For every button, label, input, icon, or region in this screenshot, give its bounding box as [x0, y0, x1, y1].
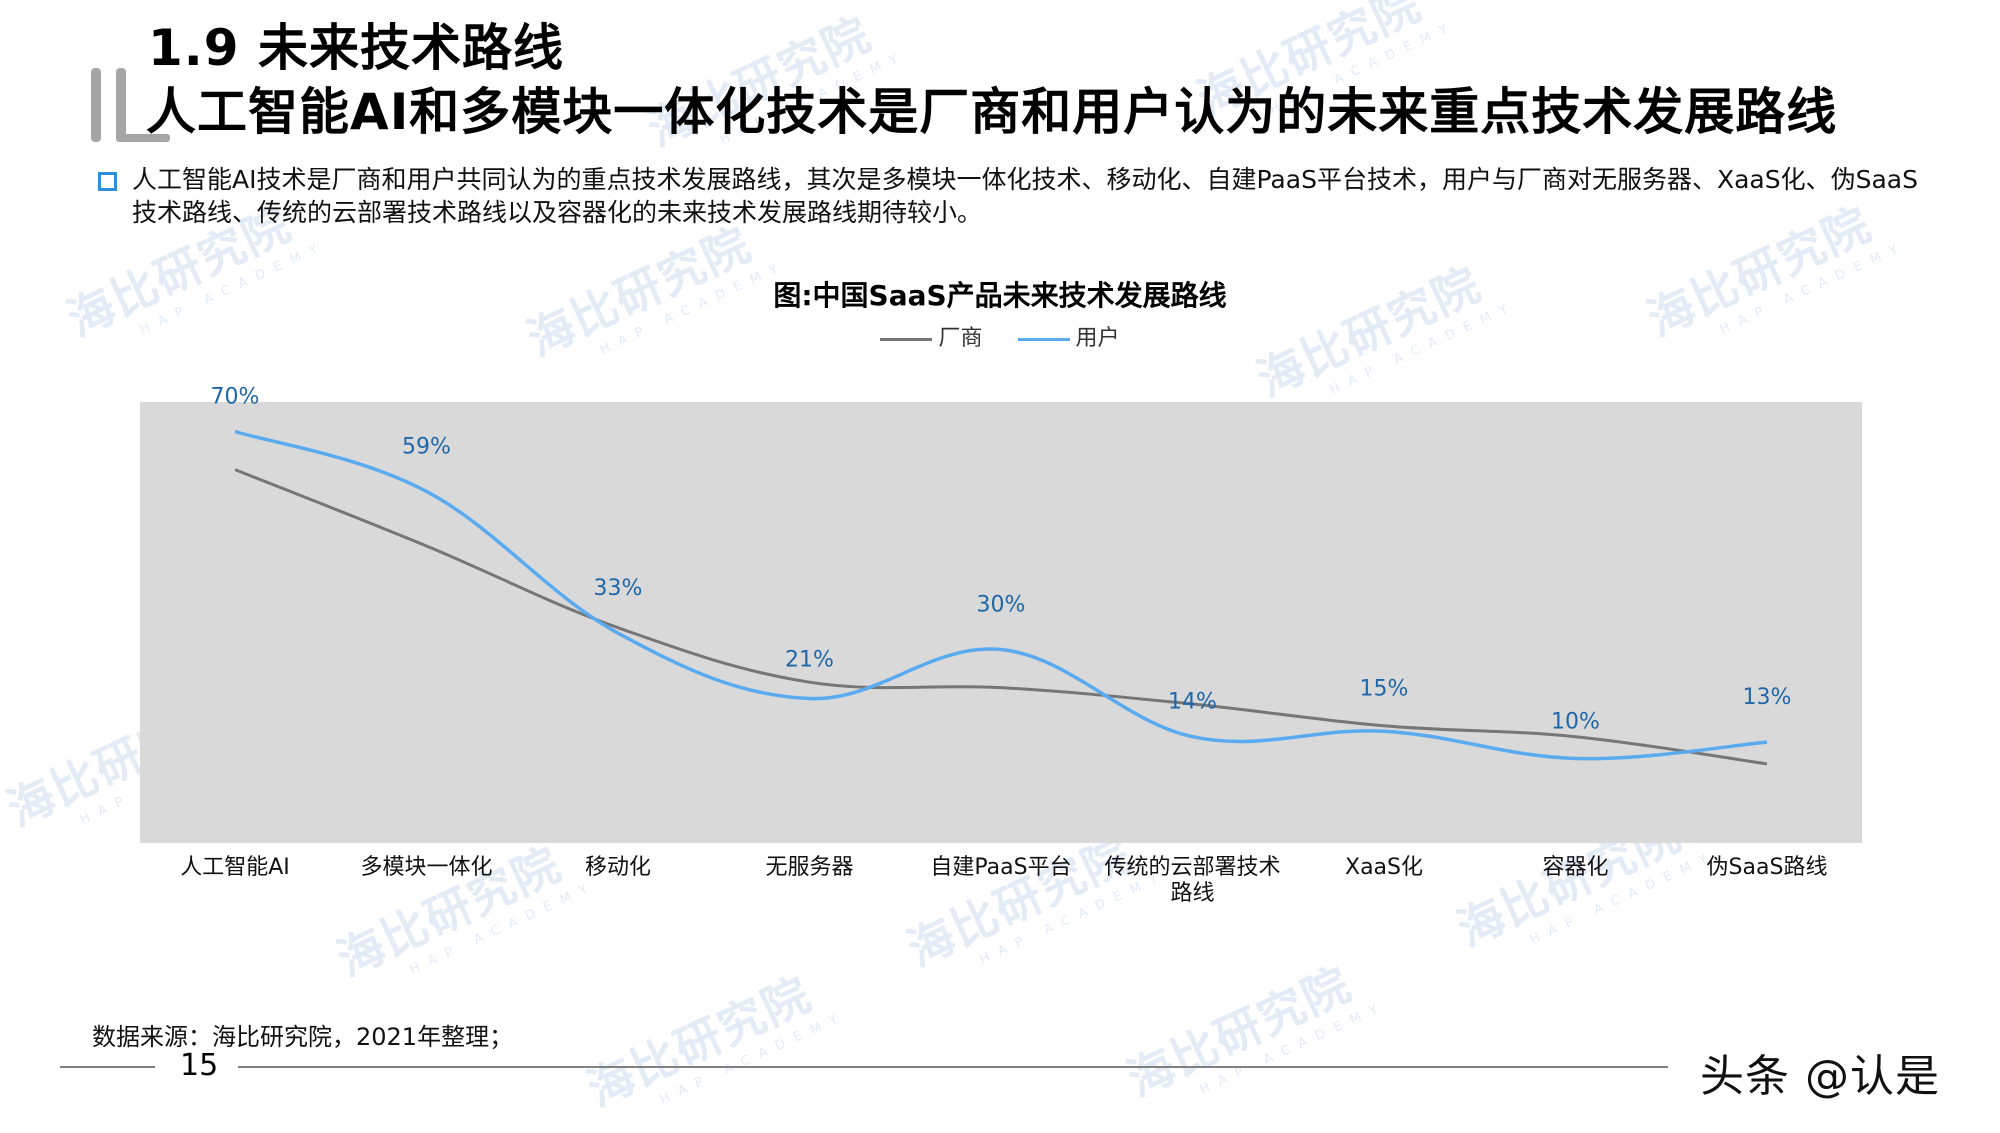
vendor-series-line	[234, 468, 1768, 766]
data-label: 14%	[1168, 690, 1217, 715]
x-axis-label: 多模块一体化	[360, 855, 493, 880]
data-source-note: 数据来源：海比研究院，2021年整理；	[92, 1023, 514, 1051]
x-axis-label: 容器化	[1542, 855, 1609, 880]
data-label: 15%	[1360, 676, 1409, 701]
legend-item-vendor: 厂商	[880, 320, 983, 352]
data-label: 30%	[977, 593, 1026, 618]
x-axis-label: 人工智能AI	[180, 855, 290, 880]
user-series-line	[234, 429, 1768, 761]
chart-legend: 厂商 用户	[0, 320, 2000, 352]
section-title: 1.9 未来技术路线	[148, 19, 564, 77]
legend-item-user: 用户	[1017, 320, 1120, 352]
footer-rule-left	[60, 1066, 155, 1068]
footer-rule-right	[238, 1066, 1668, 1068]
data-label: 70%	[211, 385, 260, 410]
legend-user-line-icon	[1017, 337, 1070, 341]
x-axis-label: 无服务器	[765, 855, 854, 880]
x-axis-label: 自建PaaS平台	[930, 855, 1072, 880]
data-label: 21%	[785, 648, 834, 673]
page-headline: 人工智能AI和多模块一体化技术是厂商和用户认为的未来重点技术发展路线	[146, 83, 1838, 141]
page-number: 15	[180, 1048, 219, 1083]
brand-overlay: 头条 @认是	[1700, 1051, 1940, 1102]
data-label: 10%	[1551, 710, 1600, 735]
data-label: 13%	[1743, 685, 1792, 710]
x-axis-label: 伪SaaS路线	[1706, 855, 1828, 880]
bullet-square-icon	[98, 172, 117, 191]
data-label: 59%	[402, 434, 451, 459]
x-axis-label: XaaS化	[1345, 855, 1423, 880]
summary-paragraph: 人工智能AI技术是厂商和用户共同认为的重点技术发展路线，其次是多模块一体化技术、…	[132, 165, 1918, 227]
x-axis-label: 传统的云部署技术 路线	[1104, 855, 1281, 906]
plot-area	[140, 402, 1862, 843]
data-labels: 70% 59% 33% 21% 30% 14% 15% 10% 13%	[211, 385, 1792, 735]
chart-title: 图:中国SaaS产品未来技术发展路线	[773, 279, 1227, 312]
data-label: 33%	[594, 576, 643, 601]
x-axis-label: 移动化	[584, 855, 651, 880]
legend-vendor-line-icon	[880, 337, 933, 341]
